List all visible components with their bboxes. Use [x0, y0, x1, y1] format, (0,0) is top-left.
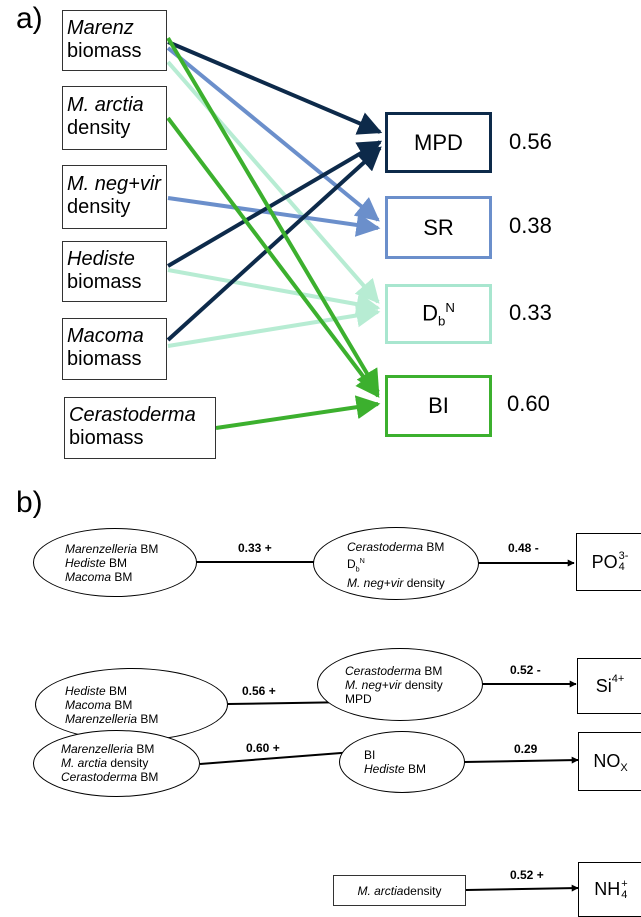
response-box-db: DbN	[385, 284, 492, 344]
response-label: BI	[428, 393, 449, 418]
coef-r1-1: 0.33 +	[238, 541, 272, 555]
response-box-mpd: MPD	[385, 112, 492, 173]
predictor-name: Cerastoderma	[69, 404, 196, 426]
arrow-marctia-bi	[166, 116, 380, 398]
predictor-box-marctia: M. arctia density	[62, 86, 167, 150]
arrow-hediste-db	[167, 268, 381, 316]
target-box-po4: PO 3- 4	[576, 533, 641, 591]
predictor-name: Marenz	[67, 17, 134, 39]
r2-db: 0.33	[509, 300, 552, 325]
b-arrow-r4	[465, 884, 579, 892]
r2-sr: 0.38	[509, 213, 552, 238]
response-label: DbN	[422, 299, 455, 329]
arrow-hediste-mpd	[166, 140, 383, 268]
ellipse-r1-mediator: Cerastoderma BM DbN M. neg+vir density	[313, 527, 479, 600]
coef-r4: 0.52 +	[510, 868, 544, 882]
predictor-qualifier: biomass	[69, 427, 144, 449]
ellipse-r3-mediator: BI Hediste BM	[339, 731, 465, 793]
response-label: MPD	[414, 129, 463, 155]
predictor-qualifier: density	[67, 196, 131, 218]
predictor-qualifier: density	[67, 117, 131, 139]
predictor-qualifier: biomass	[67, 271, 142, 293]
ellipse-r3-predictors: Marenzelleria BM M. arctia density Ceras…	[33, 730, 200, 797]
arrow-macoma-mpd	[166, 146, 382, 342]
target-box-si: Si 4+	[577, 658, 641, 714]
predictor-box-marctia-density: M. arctia density	[333, 875, 466, 906]
predictor-name: Macoma	[67, 325, 144, 347]
predictor-box-hediste: Hediste biomass	[62, 241, 167, 302]
predictor-box-marenz: Marenz biomass	[62, 10, 167, 71]
predictor-qualifier: biomass	[67, 348, 142, 370]
coef-r1-2: 0.48 -	[508, 541, 539, 555]
predictor-name: M. neg+vir	[67, 173, 161, 195]
panel-b-label: b)	[16, 486, 43, 519]
predictor-name: M. arctia	[67, 94, 144, 116]
arrow-marenz-mpd	[167, 40, 383, 135]
coef-r2-2: 0.52 -	[510, 663, 541, 677]
ellipse-r2-predictors: Hediste BM Macoma BM Marenzelleria BM	[35, 668, 228, 741]
predictor-box-mneg: M. neg+vir density	[62, 165, 167, 229]
arrow-marenz-bi	[166, 36, 380, 395]
response-box-bi: BI	[385, 375, 492, 437]
coef-r3-2: 0.29	[514, 742, 538, 756]
arrow-macoma-db	[167, 303, 381, 348]
arrow-marenz-db	[166, 60, 380, 304]
response-box-sr: SR	[385, 196, 492, 259]
response-label: SR	[423, 214, 454, 240]
panel-a-label: a)	[16, 2, 43, 35]
r2-bi: 0.60	[507, 391, 550, 416]
ellipse-r2-mediator: Cerastoderma BM M. neg+vir density MPD	[317, 648, 483, 721]
predictor-qualifier: biomass	[67, 40, 142, 62]
predictor-box-macoma: Macoma biomass	[62, 318, 167, 380]
arrow-cerasto-bi	[215, 395, 381, 430]
b-arrow-r3-1	[199, 749, 355, 765]
coef-r3-1: 0.60 +	[246, 741, 280, 755]
target-box-nox: NO X	[578, 732, 641, 791]
b-arrow-r3-2	[463, 756, 579, 764]
predictor-name: Hediste	[67, 248, 135, 270]
r2-mpd: 0.56	[509, 129, 552, 154]
arrow-marenz-sr	[166, 46, 380, 222]
target-box-nh4: NH +4	[578, 862, 641, 917]
coef-r2-1: 0.56 +	[242, 684, 276, 698]
predictor-box-cerastoderma: Cerastoderma biomass	[64, 397, 216, 459]
ellipse-r1-predictors: Marenzelleria BM Hediste BM Macoma BM	[33, 528, 197, 597]
